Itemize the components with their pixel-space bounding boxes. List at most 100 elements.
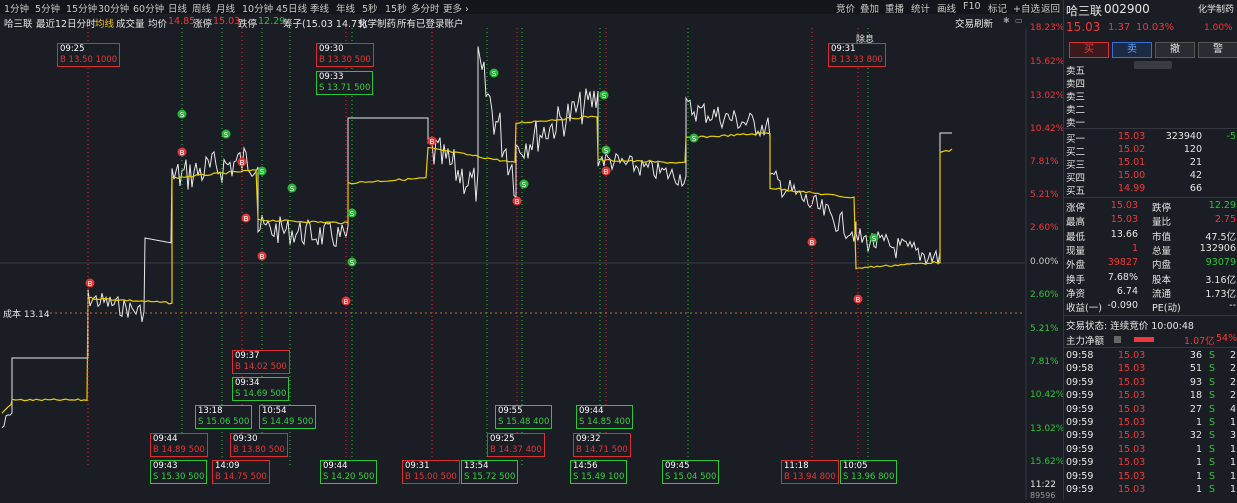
ask-row[interactable]: 卖五 [1066,63,1236,77]
sell-order-marker[interactable]: 09:55 S 15.48 400 [495,405,553,429]
sell-order-marker[interactable]: 09:45 S 15.04 500 [662,460,720,484]
period-more[interactable]: 更多 › [443,4,469,15]
period-1min[interactable]: 1分钟 [4,4,30,15]
buy-order-marker[interactable]: 09:44 B 14.89 500 [150,433,208,457]
period-30min[interactable]: 30分钟 [98,4,130,15]
buy-order-marker[interactable]: 09:32 B 14.71 500 [573,433,631,457]
period-year[interactable]: 年线 [336,4,356,15]
sell-order-marker[interactable]: 10:05 S 13.96 800 [840,460,898,484]
bid-price: 15.01 [1118,157,1146,168]
btn-mark[interactable]: 标记 [988,4,1008,15]
chart-info-bar: 哈三联 最近12日分时 均线 成交量 均价 14.85 涨停 15.03 跌停 … [0,14,1025,30]
period-10min[interactable]: 10分钟 [242,4,274,15]
bid-row[interactable]: 买五 14.99 66 [1066,183,1236,197]
info-days[interactable]: 最近12日分时 [36,19,96,30]
sell-order-marker[interactable]: 13:54 S 15.72 500 [461,460,519,484]
btn-add-watch[interactable]: +自选 [1013,4,1040,15]
period-week[interactable]: 周线 [192,4,212,15]
ask-row[interactable]: 卖三 [1066,89,1236,103]
dot-label: S [350,259,355,267]
buy-order-marker[interactable]: 09:30 B 13.30 500 [316,43,374,67]
btn-f10[interactable]: F10 [963,1,981,12]
period-day[interactable]: 日线 [168,4,188,15]
order-time: 09:25 [490,434,515,444]
buy-order-marker[interactable]: 09:25 B 13.50 1000 [57,43,121,67]
order-detail: B 14.89 500 [153,445,205,455]
btn-overlay[interactable]: 叠加 [860,4,880,15]
main-flow-value: 1.07亿 [1184,336,1215,347]
period-60min[interactable]: 60分钟 [133,4,165,15]
bid-row[interactable]: 买二 15.02 120 [1066,144,1236,158]
order-time: 09:55 [498,406,523,416]
stat-label: 总量 [1152,245,1172,257]
sell-order-marker[interactable]: 10:54 S 14.49 500 [259,405,317,429]
bid-volume: 21 [1189,157,1202,168]
pin-icon[interactable]: ✱ [1003,16,1010,25]
info-avg-value: 14.85 [168,16,196,27]
ask-label: 卖三 [1066,92,1086,103]
info-avgline[interactable]: 均线 [95,19,115,30]
buy-dot [177,147,187,157]
tick-volume: 1 [1195,470,1202,482]
buy-order-marker[interactable]: 09:30 B 13.80 500 [230,433,288,457]
tick-side: S [1209,484,1216,495]
period-15min[interactable]: 15分钟 [66,4,98,15]
tick-time: 09:59 [1066,443,1094,455]
period-45day[interactable]: 45日线 [276,4,308,15]
order-time: 14:09 [215,461,240,471]
dot-label: S [602,92,607,100]
btn-replay[interactable]: 重播 [885,4,905,15]
bid-row[interactable]: 买一 15.03 323940 -5 [1066,131,1236,145]
buy-order-marker[interactable]: 09:37 B 14.02 500 [232,350,290,374]
ask-row[interactable]: 卖二 [1066,102,1236,116]
bid-label: 买三 [1066,160,1086,171]
period-15sec[interactable]: 15秒 [385,4,407,15]
ask-row[interactable]: 卖四 [1066,76,1236,90]
axis-label: 7.81% [1030,357,1059,367]
stat-row: 涨停 15.03 跌停 12.29 [1066,200,1236,214]
btn-stats[interactable]: 统计 [911,4,931,15]
buy-order-marker[interactable]: 14:09 B 14.75 500 [212,460,270,484]
window-icon[interactable]: ▭ [1015,16,1023,25]
order-time: 09:43 [153,461,178,471]
stat-row: 收益(一) -0.090 PE(动) -- [1066,300,1236,314]
buy-order-marker[interactable]: 09:25 B 14.37 400 [487,433,545,457]
alert-button[interactable]: 警 [1198,42,1237,58]
period-multi[interactable]: 多分时 [411,4,440,15]
cancel-button[interactable]: 撤 [1155,42,1195,58]
btn-auction[interactable]: 竞价 [836,4,856,15]
sell-order-marker[interactable]: 09:44 S 14.85 400 [576,405,634,429]
trade-refresh-button[interactable]: 交易刷新 [955,19,994,30]
tick-side: S [1209,417,1216,428]
sell-order-marker[interactable]: 14:56 S 15.49 100 [570,460,628,484]
period-month[interactable]: 月线 [216,4,236,15]
dot-label: B [856,296,861,304]
collapse-handle[interactable] [1134,61,1172,69]
buy-dot [241,213,251,223]
sell-order-marker[interactable]: 13:18 S 15.06 500 [195,405,253,429]
bid-row[interactable]: 买三 15.01 21 [1066,157,1236,171]
period-5min[interactable]: 5分钟 [35,4,61,15]
quote-price: 15.03 [1066,20,1101,34]
buy-order-marker[interactable]: 11:18 B 13.94 800 [781,460,839,484]
buy-order-marker[interactable]: 09:31 B 13.33 800 [828,43,886,67]
period-quarter[interactable]: 季线 [310,4,330,15]
info-volume[interactable]: 成交量 [116,19,145,30]
btn-draw[interactable]: 画线 [937,4,957,15]
tick-count: 1 [1229,470,1236,482]
bid-row[interactable]: 买四 15.00 42 [1066,170,1236,184]
tick-volume: 1 [1195,417,1202,428]
sell-order-marker[interactable]: 09:44 S 14.20 500 [320,460,378,484]
sell-order-marker[interactable]: 09:33 S 13.71 500 [316,71,374,95]
info-account[interactable]: 所有已登录账户 [397,19,464,30]
ask-row[interactable]: 卖一 [1066,115,1236,129]
sell-order-marker[interactable]: 09:43 S 15.30 500 [150,460,208,484]
period-5sec[interactable]: 5秒 [362,4,378,15]
buy-button[interactable]: 买 [1069,42,1109,58]
buy-order-marker[interactable]: 09:31 B 15.00 500 [402,460,460,484]
btn-back[interactable]: 返回 [1041,4,1061,15]
stat-value: 93079 [1205,257,1236,269]
sell-order-marker[interactable]: 09:34 S 14.69 500 [232,377,290,401]
sell-button[interactable]: 卖 [1112,42,1152,58]
